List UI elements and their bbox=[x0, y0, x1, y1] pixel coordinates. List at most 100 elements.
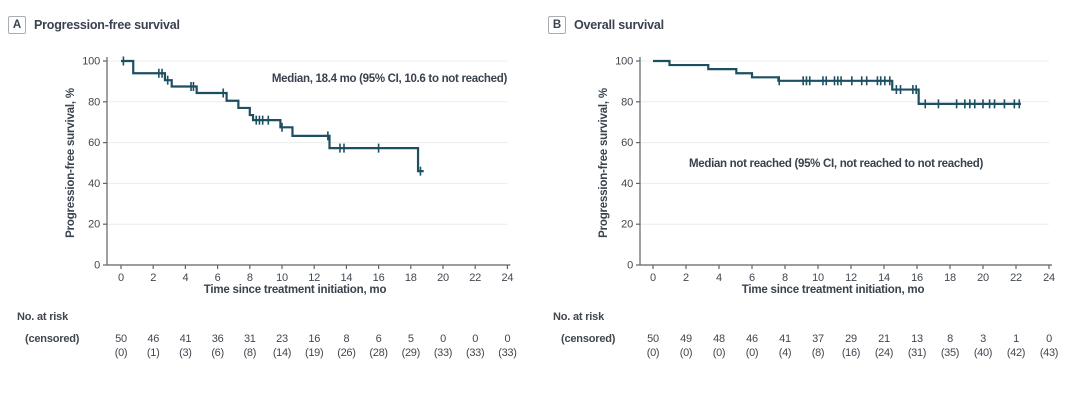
x-axis-label: Time since treatment initiation, mo bbox=[742, 284, 925, 296]
panel-b-letter-box: B bbox=[548, 16, 566, 34]
censored-value: (6) bbox=[211, 347, 224, 359]
risk-header-line2: (censored) bbox=[561, 333, 616, 345]
at-risk-value: 3 bbox=[980, 333, 986, 345]
x-tick-label: 20 bbox=[437, 272, 449, 284]
at-risk-value: 6 bbox=[376, 333, 382, 345]
at-risk-value: 36 bbox=[212, 333, 224, 345]
x-tick-label: 12 bbox=[845, 272, 857, 284]
censored-value: (16) bbox=[842, 347, 860, 359]
x-tick-label: 22 bbox=[469, 272, 481, 284]
x-tick-label: 2 bbox=[683, 272, 689, 284]
x-tick-label: 14 bbox=[340, 272, 352, 284]
x-tick-label: 18 bbox=[944, 272, 956, 284]
risk-header-line1: No. at risk bbox=[17, 311, 69, 323]
x-tick-label: 8 bbox=[782, 272, 788, 284]
panel-a-letter-box: A bbox=[8, 16, 26, 34]
censored-value: (0) bbox=[647, 347, 660, 359]
x-tick-label: 4 bbox=[182, 272, 188, 284]
censored-value: (19) bbox=[305, 347, 323, 359]
x-axis-label: Time since treatment initiation, mo bbox=[204, 284, 387, 296]
censored-value: (0) bbox=[680, 347, 693, 359]
censored-value: (8) bbox=[244, 347, 257, 359]
censored-value: (31) bbox=[908, 347, 926, 359]
survival-curve bbox=[653, 59, 1021, 105]
at-risk-value: 13 bbox=[911, 333, 923, 345]
x-tick-label: 2 bbox=[150, 272, 156, 284]
panel-b-header: B Overall survival bbox=[548, 16, 664, 34]
censored-value: (43) bbox=[1040, 347, 1058, 359]
x-tick-label: 10 bbox=[276, 272, 288, 284]
censored-value: (33) bbox=[466, 347, 484, 359]
panel-a-title: Progression-free survival bbox=[34, 18, 180, 32]
x-tick-label: 4 bbox=[716, 272, 722, 284]
censored-value: (0) bbox=[746, 347, 759, 359]
median-annotation: Median not reached (95% CI, not reached … bbox=[689, 158, 984, 170]
censored-value: (29) bbox=[402, 347, 420, 359]
at-risk-value: 31 bbox=[244, 333, 256, 345]
survival-curve bbox=[121, 59, 424, 173]
panel-b-title: Overall survival bbox=[574, 18, 664, 32]
at-risk-value: 1 bbox=[1013, 333, 1019, 345]
at-risk-value: 16 bbox=[308, 333, 320, 345]
at-risk-value: 41 bbox=[779, 333, 791, 345]
at-risk-value: 8 bbox=[343, 333, 349, 345]
censored-value: (28) bbox=[369, 347, 387, 359]
censored-value: (42) bbox=[1007, 347, 1025, 359]
x-tick-label: 20 bbox=[977, 272, 989, 284]
at-risk-value: 41 bbox=[180, 333, 192, 345]
at-risk-value: 0 bbox=[472, 333, 478, 345]
censored-value: (0) bbox=[713, 347, 726, 359]
at-risk-value: 46 bbox=[746, 333, 758, 345]
y-tick-label: 0 bbox=[627, 260, 633, 272]
y-axis-label: Progression-free survival, % bbox=[598, 88, 610, 238]
x-tick-label: 6 bbox=[749, 272, 755, 284]
censored-value: (4) bbox=[779, 347, 792, 359]
censored-value: (24) bbox=[875, 347, 893, 359]
at-risk-value: 21 bbox=[878, 333, 890, 345]
at-risk-value: 0 bbox=[1046, 333, 1052, 345]
censored-value: (0) bbox=[115, 347, 128, 359]
censored-value: (14) bbox=[273, 347, 291, 359]
censored-value: (33) bbox=[434, 347, 452, 359]
median-annotation: Median, 18.4 mo (95% CI, 10.6 to not rea… bbox=[272, 73, 508, 85]
risk-header-line2: (censored) bbox=[25, 333, 80, 345]
x-tick-label: 16 bbox=[911, 272, 923, 284]
censored-value: (33) bbox=[498, 347, 516, 359]
x-tick-label: 8 bbox=[247, 272, 253, 284]
censored-value: (8) bbox=[812, 347, 825, 359]
y-tick-label: 60 bbox=[621, 137, 633, 149]
at-risk-value: 0 bbox=[440, 333, 446, 345]
censored-value: (35) bbox=[941, 347, 959, 359]
at-risk-value: 48 bbox=[713, 333, 725, 345]
censored-value: (1) bbox=[147, 347, 160, 359]
at-risk-value: 0 bbox=[504, 333, 510, 345]
y-tick-label: 20 bbox=[621, 219, 633, 231]
x-tick-label: 22 bbox=[1010, 272, 1022, 284]
at-risk-value: 46 bbox=[147, 333, 159, 345]
y-tick-label: 40 bbox=[88, 178, 100, 190]
y-tick-label: 40 bbox=[621, 178, 633, 190]
x-tick-label: 0 bbox=[118, 272, 124, 284]
x-tick-label: 16 bbox=[373, 272, 385, 284]
x-tick-label: 14 bbox=[878, 272, 890, 284]
y-tick-label: 20 bbox=[88, 219, 100, 231]
x-tick-label: 18 bbox=[405, 272, 417, 284]
at-risk-value: 50 bbox=[115, 333, 127, 345]
at-risk-value: 49 bbox=[680, 333, 692, 345]
at-risk-value: 5 bbox=[408, 333, 414, 345]
x-tick-label: 24 bbox=[501, 272, 513, 284]
at-risk-value: 37 bbox=[812, 333, 824, 345]
panel-a-header: A Progression-free survival bbox=[8, 16, 180, 34]
x-tick-label: 0 bbox=[650, 272, 656, 284]
y-tick-label: 80 bbox=[88, 96, 100, 108]
at-risk-value: 8 bbox=[947, 333, 953, 345]
y-tick-label: 100 bbox=[82, 56, 100, 68]
y-axis-label: Progression-free survival, % bbox=[65, 88, 77, 238]
x-tick-label: 10 bbox=[812, 272, 824, 284]
x-tick-label: 6 bbox=[215, 272, 221, 284]
